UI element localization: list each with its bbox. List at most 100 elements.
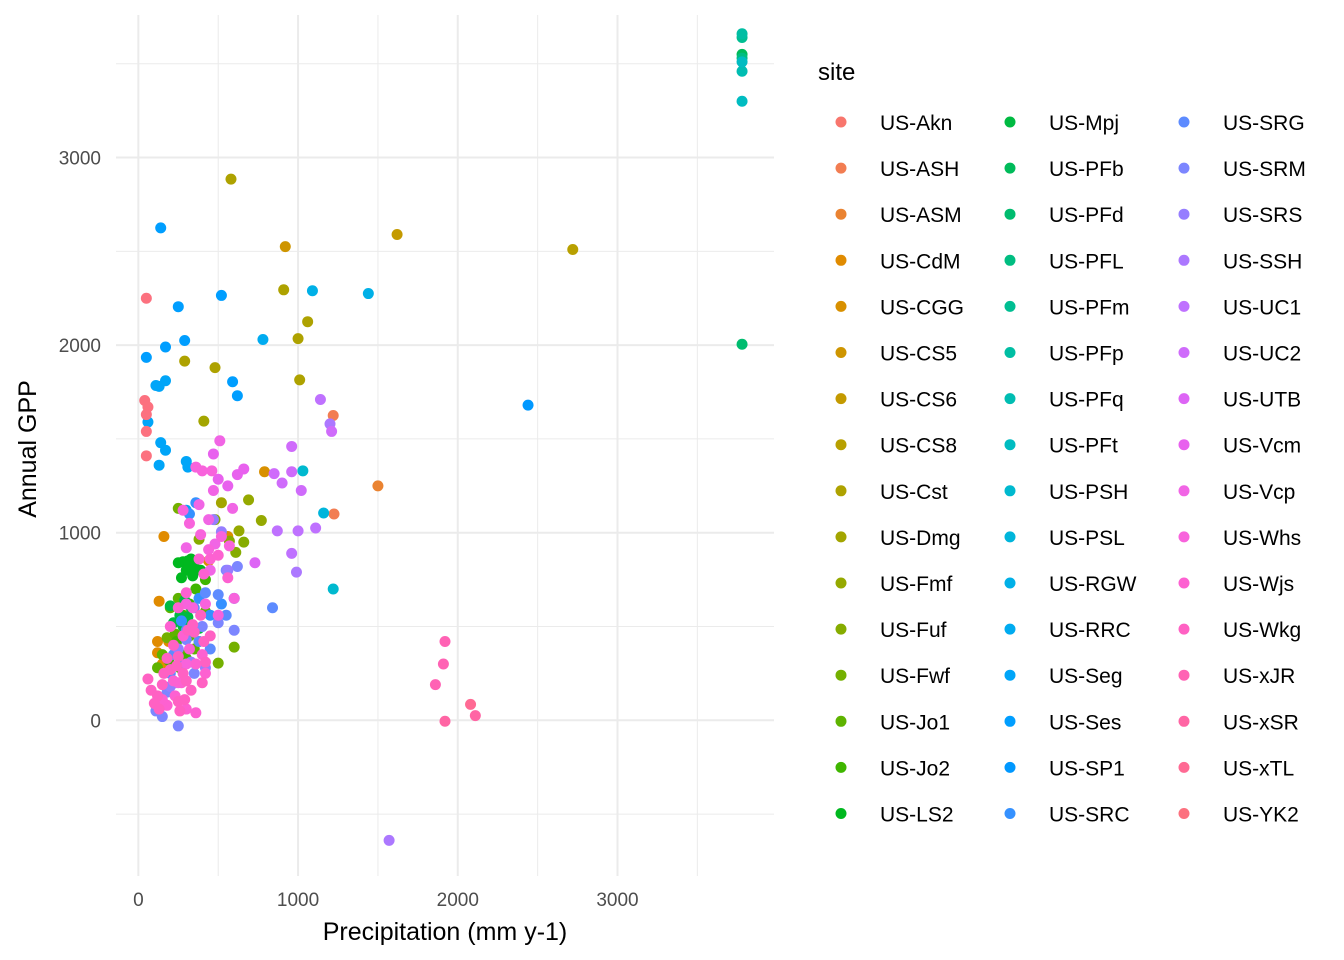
data-point [279, 241, 291, 253]
data-point [193, 553, 205, 565]
x-tick-label: 3000 [596, 890, 638, 911]
y-axis-title: Annual GPP [14, 380, 42, 518]
legend-label: US-PFq [1049, 389, 1124, 412]
legend-label: US-UC1 [1223, 296, 1301, 319]
data-point [153, 459, 165, 471]
data-point [278, 284, 290, 296]
data-point [152, 636, 164, 648]
x-tick-label: 0 [133, 890, 144, 911]
data-point [295, 485, 307, 497]
data-point [207, 448, 219, 460]
legend-label: US-Seg [1049, 665, 1123, 688]
legend-label: US-CS8 [880, 435, 957, 458]
data-point [199, 587, 211, 599]
legend-label: US-Wjs [1223, 573, 1294, 596]
data-point [175, 572, 187, 584]
legend-label: US-SRS [1223, 204, 1302, 227]
legend-label: US-LS2 [880, 804, 954, 827]
data-point [255, 515, 267, 527]
data-point [204, 643, 216, 655]
data-point [180, 675, 192, 687]
data-point [180, 658, 192, 670]
data-point [140, 450, 152, 462]
data-point [469, 710, 481, 722]
data-point [195, 609, 207, 621]
legend-key [1004, 715, 1016, 727]
legend-key [835, 208, 847, 220]
data-point [286, 466, 298, 478]
data-point [736, 28, 748, 40]
legend-key [835, 439, 847, 451]
legend-key [835, 623, 847, 635]
legend-key [1178, 300, 1190, 312]
data-point [522, 399, 534, 411]
data-point [156, 679, 168, 691]
data-point [212, 609, 224, 621]
x-tick-label: 2000 [437, 890, 479, 911]
data-point [439, 636, 451, 648]
data-point [187, 602, 199, 614]
grid [116, 15, 774, 876]
legend-label: US-Fwf [880, 665, 950, 688]
legend-key [1178, 669, 1190, 681]
data-point [171, 660, 183, 672]
legend-key [835, 808, 847, 819]
data-point [206, 465, 218, 477]
legend-key [1004, 393, 1016, 405]
legend-label: US-PSL [1049, 527, 1125, 550]
data-point [140, 409, 152, 421]
legend-label: US-Cst [880, 481, 948, 504]
legend-title: site [818, 59, 855, 86]
data-point [297, 465, 309, 477]
legend-label: US-CdM [880, 250, 961, 273]
legend-key [835, 715, 847, 727]
data-point [160, 375, 172, 387]
data-point [175, 615, 187, 627]
legend-key [1004, 485, 1016, 497]
legend-label: US-ASM [880, 204, 962, 227]
legend-label: US-Dmg [880, 527, 961, 550]
legend-label: US-SP1 [1049, 757, 1125, 780]
data-point [286, 440, 298, 452]
legend: site US-Akn US-ASH US-ASM US-CdM US-CGG US-CS… [818, 59, 1306, 827]
data-point [196, 465, 208, 477]
data-point [198, 568, 210, 580]
legend-key [1178, 808, 1190, 819]
data-point [188, 626, 200, 638]
legend-key [1178, 208, 1190, 220]
data-point [215, 497, 227, 509]
data-point [172, 651, 184, 663]
legend-key [1004, 531, 1016, 543]
data-point [306, 285, 318, 297]
data-point [227, 376, 239, 388]
data-point [190, 707, 202, 719]
legend-label: US-PFd [1049, 204, 1124, 227]
data-point [228, 624, 240, 636]
data-point [196, 677, 208, 689]
data-point [222, 572, 234, 584]
data-point [228, 641, 240, 653]
data-point [183, 517, 195, 529]
legend-key [835, 761, 847, 773]
data-point [209, 362, 221, 374]
data-point [290, 566, 302, 578]
data-point [188, 667, 200, 679]
data-point [268, 468, 280, 480]
legend-key [835, 531, 847, 543]
data-point [318, 507, 330, 519]
data-point [145, 684, 157, 696]
y-tick-label: 3000 [59, 149, 101, 170]
data-point [215, 530, 227, 542]
legend-label: US-UTB [1223, 389, 1301, 412]
legend-key [835, 254, 847, 266]
legend-label: US-CGG [880, 296, 964, 319]
legend-key [835, 347, 847, 358]
data-point [233, 525, 245, 537]
data-point [179, 334, 191, 346]
legend-key [1004, 623, 1016, 635]
data-point [437, 658, 449, 670]
legend-label: US-Akn [880, 112, 952, 135]
data-point [328, 508, 340, 520]
legend-label: US-Jo2 [880, 757, 950, 780]
data-point [207, 485, 219, 497]
